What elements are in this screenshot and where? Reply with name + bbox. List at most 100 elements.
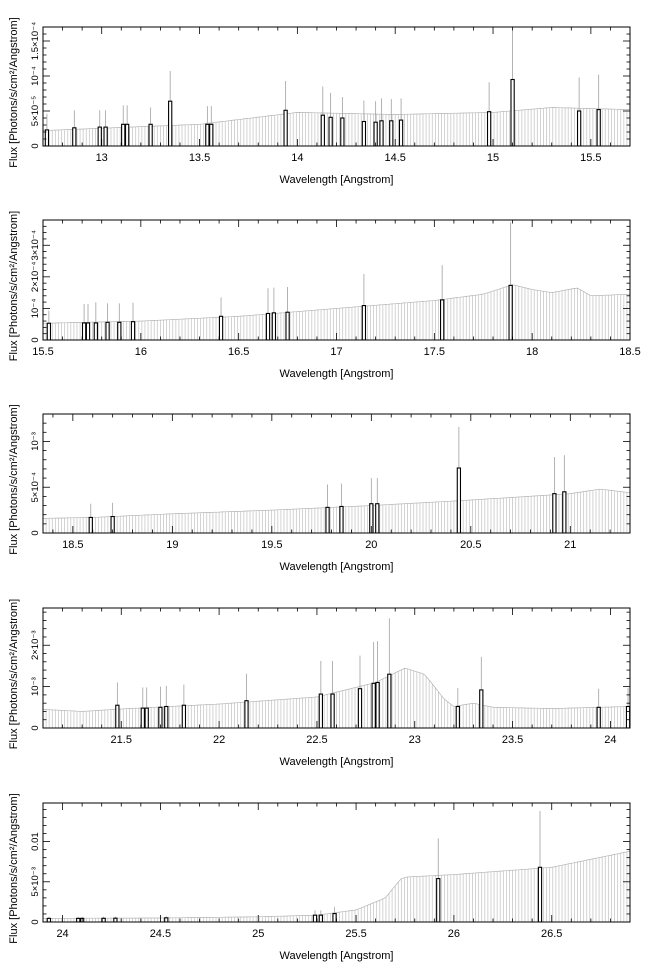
line-bar — [379, 120, 384, 146]
line-bar — [357, 688, 363, 728]
line-bar — [168, 100, 173, 146]
y-axis-title: Flux [Photons/s/cm²/Angstrom] — [8, 599, 20, 749]
y-tick-label: 0 — [30, 337, 41, 342]
x-tick-label: 23.5 — [502, 734, 523, 746]
x-tick-label: 26.5 — [541, 928, 562, 940]
emission-line — [265, 288, 271, 340]
x-tick-label: 25 — [252, 928, 264, 940]
line-bar — [144, 707, 149, 728]
plot-area — [43, 222, 630, 340]
line-bar — [209, 123, 214, 146]
emission-line — [181, 684, 187, 728]
x-tick-label: 15 — [487, 152, 499, 164]
line-bar — [479, 689, 484, 728]
emission-line — [373, 101, 378, 146]
line-bar — [103, 126, 108, 146]
line-bar — [361, 305, 367, 340]
x-tick-label: 21 — [564, 539, 576, 551]
emission-line — [375, 641, 380, 728]
emission-line — [121, 105, 126, 146]
emission-line — [596, 74, 601, 146]
emission-line — [436, 838, 441, 922]
emission-line — [508, 222, 513, 340]
x-axis-title: Wavelength [Angstrom] — [280, 368, 394, 380]
line-bar — [88, 516, 93, 533]
y-ticks — [43, 611, 630, 729]
emission-line — [97, 110, 102, 146]
line-bar — [312, 914, 318, 922]
line-bar — [552, 493, 557, 533]
line-bar — [456, 467, 462, 533]
emission-line — [371, 641, 376, 728]
x-tick-label: 14.5 — [384, 152, 405, 164]
line-bar — [181, 704, 187, 728]
line-bar — [455, 705, 460, 728]
emission-line — [103, 110, 108, 146]
y-tick-label: 2×10⁻³ — [30, 630, 41, 660]
line-bar — [97, 126, 102, 146]
line-bar — [596, 109, 601, 146]
emission-line — [537, 811, 543, 922]
line-bar — [330, 693, 335, 728]
emission-line — [76, 916, 81, 922]
emission-line — [110, 502, 115, 533]
plot-area — [43, 426, 630, 533]
x-tick-label: 21.5 — [111, 734, 132, 746]
emission-line — [318, 660, 323, 728]
line-bar — [101, 917, 106, 922]
line-bar — [576, 110, 582, 146]
emission-line — [93, 302, 98, 340]
y-tick-label: 10⁻⁴ — [30, 299, 41, 319]
line-bar — [332, 913, 337, 922]
emission-line — [552, 457, 557, 533]
emission-line — [361, 274, 367, 340]
line-bar — [389, 120, 394, 146]
emission-line — [244, 673, 249, 728]
line-bar — [72, 127, 77, 146]
y-tick-label: 5×10⁻⁵ — [30, 96, 41, 126]
line-bar — [537, 866, 543, 922]
x-tick-label: 14 — [291, 152, 303, 164]
line-bar — [436, 878, 441, 922]
line-bar — [339, 505, 344, 533]
emission-line — [398, 98, 404, 146]
line-bar — [318, 914, 323, 922]
emission-line — [72, 110, 77, 146]
chart-panel-2: 15.5 16 16.5 17 17.5 18 18.5 0 10⁻⁴ 2×10⁻⁴3×10⁻⁴ W… — [8, 211, 641, 380]
x-ticks — [42, 220, 631, 340]
line-bar — [398, 119, 404, 146]
y-tick-label: 0.01 — [30, 832, 41, 851]
line-bar — [625, 705, 630, 728]
line-bar — [115, 704, 120, 728]
emission-line — [115, 682, 120, 728]
line-bar — [218, 315, 224, 340]
emission-line — [389, 99, 394, 146]
emission-line — [88, 503, 93, 533]
emission-line — [332, 907, 337, 922]
line-bar — [244, 700, 249, 728]
line-bar — [46, 322, 52, 340]
emission-line — [379, 98, 384, 146]
x-axis-title: Wavelength [Angstrom] — [280, 756, 394, 768]
y-tick-label: 0 — [30, 143, 41, 148]
line-bar — [121, 123, 126, 146]
y-tick-label: 2×10⁻⁴ — [30, 262, 41, 293]
continuum-outline — [43, 488, 630, 519]
y-ticks — [43, 809, 630, 923]
line-bar — [510, 78, 515, 146]
x-tick-label: 24 — [604, 734, 616, 746]
continuum-errorbars — [43, 489, 630, 533]
x-tick-label: 20.5 — [460, 539, 481, 551]
emission-line — [325, 484, 330, 533]
y-tick-label: 0 — [30, 530, 41, 535]
line-bar — [285, 311, 290, 340]
x-ticks — [42, 803, 631, 922]
x-tick-label: 24.5 — [150, 928, 171, 940]
line-bar — [124, 123, 130, 146]
emission-line — [44, 113, 50, 146]
x-tick-label: 24 — [56, 928, 68, 940]
emission-line — [164, 685, 169, 728]
line-bar — [320, 114, 325, 146]
emission-line — [456, 426, 462, 533]
